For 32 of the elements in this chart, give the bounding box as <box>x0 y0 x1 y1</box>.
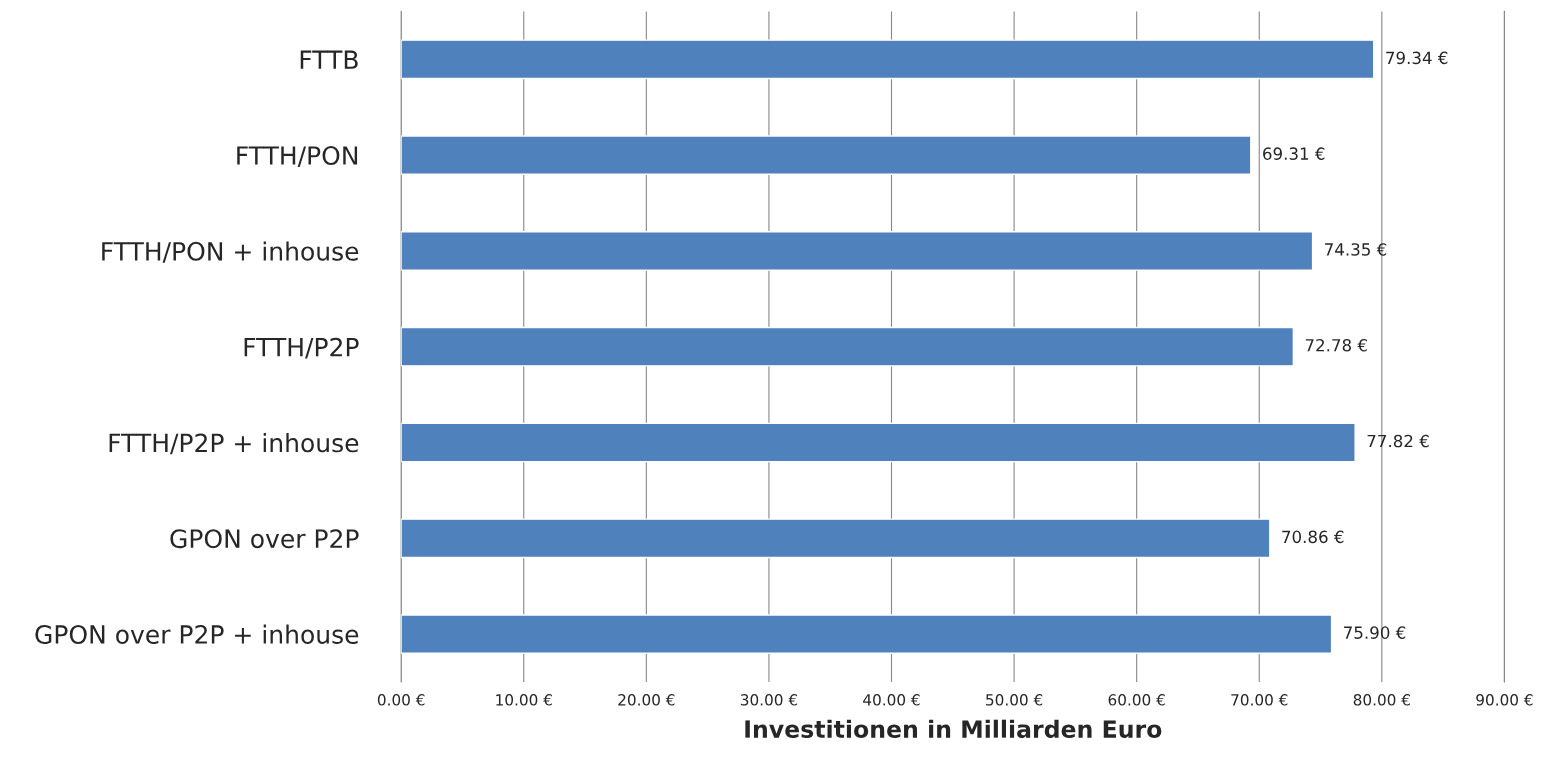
data-label: 72.78 € <box>1305 338 1367 352</box>
x-tick-label: 60.00 € <box>1108 694 1165 706</box>
bar <box>401 39 1375 80</box>
y-tick-label: FTTH/PON + inhouse <box>102 241 359 263</box>
x-tick-label: 0.00 € <box>377 694 425 706</box>
y-tick-label: GPON over P2P <box>170 529 359 549</box>
x-tick-label: 10.00 € <box>496 694 552 706</box>
x-tick-label: 30.00 € <box>740 694 798 706</box>
x-axis-title: Investitionen in Milliarden Euro <box>745 719 1162 738</box>
y-tick-label: FTTH/P2P + inhouse <box>109 433 359 455</box>
x-tick-label: 80.00 € <box>1353 694 1410 706</box>
bar <box>401 326 1295 367</box>
x-tick-label: 40.00 € <box>863 694 920 706</box>
data-label: 69.31 € <box>1263 147 1325 160</box>
bar <box>401 518 1271 559</box>
bar <box>401 231 1314 271</box>
x-tick-label: 50.00 € <box>986 694 1043 706</box>
y-tick-label: FTTH/P2P <box>244 337 359 359</box>
bar <box>401 614 1333 654</box>
data-label: 70.86 € <box>1282 530 1344 544</box>
y-tick-label: FTTH/PON <box>237 146 358 167</box>
data-label: 75.90 € <box>1344 626 1406 639</box>
x-tick-label: 70.00 € <box>1231 694 1288 706</box>
x-tick-label: 90.00 € <box>1476 694 1533 706</box>
y-tick-label: FTTB <box>300 50 358 69</box>
data-label: 77.82 € <box>1367 434 1429 448</box>
x-tick-label: 20.00 € <box>618 694 675 706</box>
bar <box>401 135 1252 175</box>
data-label: 79.34 € <box>1386 51 1448 65</box>
y-tick-label: GPON over P2P + inhouse <box>35 624 359 644</box>
bar <box>401 422 1356 463</box>
data-label: 74.35 € <box>1325 243 1387 256</box>
